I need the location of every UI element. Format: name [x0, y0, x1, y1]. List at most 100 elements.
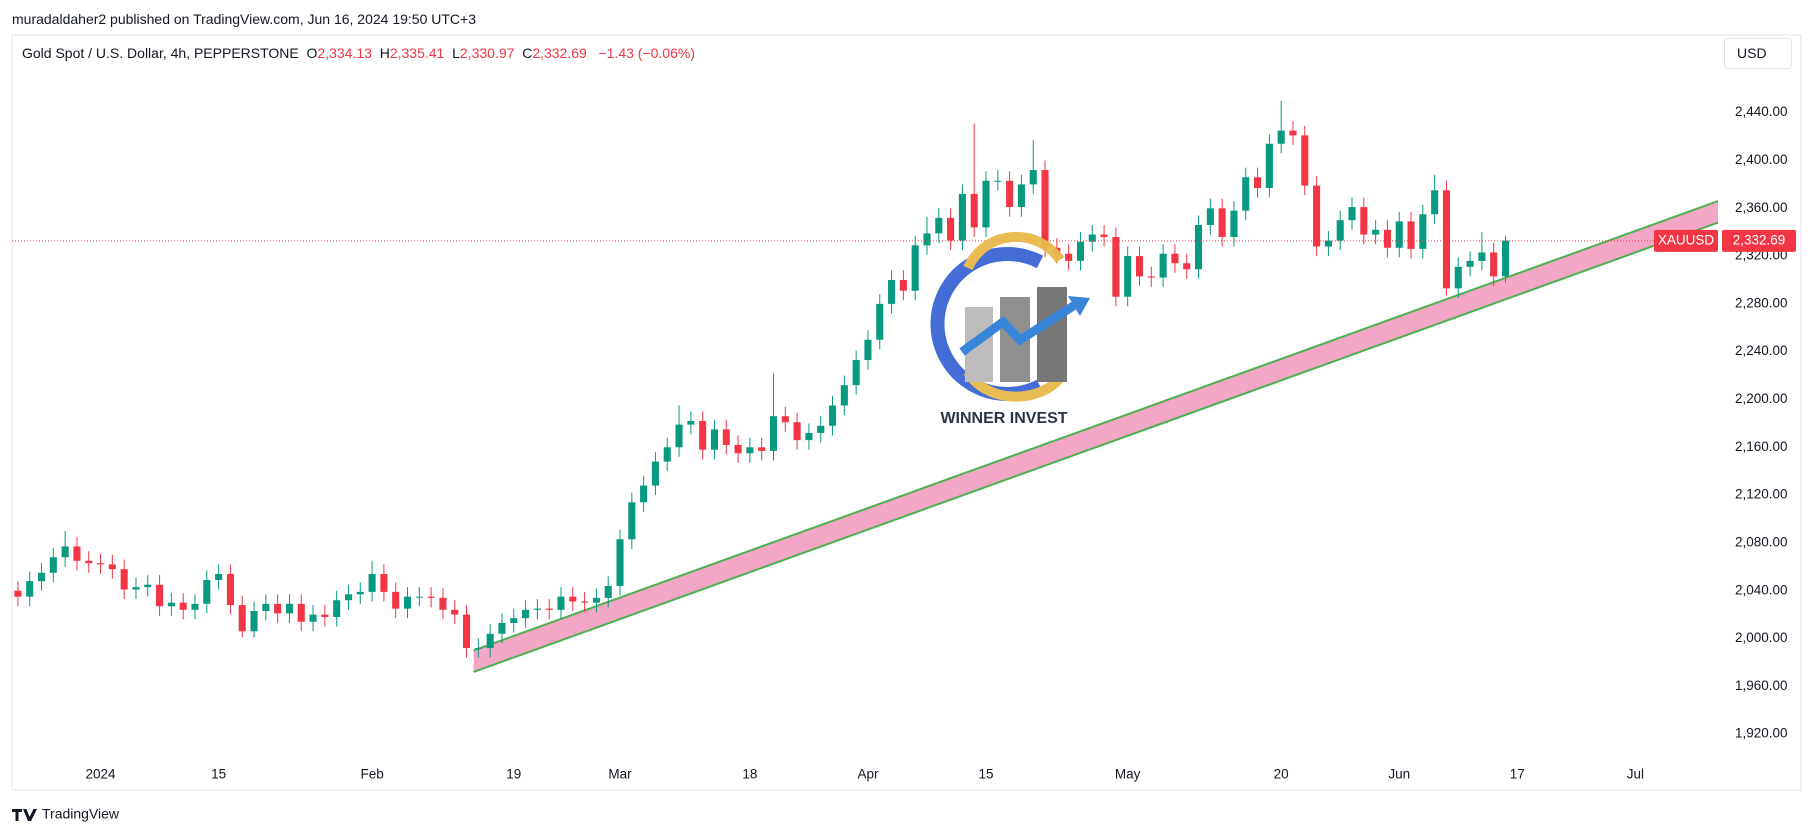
currency-button[interactable]: USD — [1724, 38, 1792, 69]
y-tick-label: 2,000.00 — [1735, 630, 1788, 645]
candle-body — [1490, 252, 1498, 277]
candle-body — [1289, 130, 1297, 136]
candle-body — [687, 420, 695, 425]
candle-body — [722, 429, 730, 445]
y-tick-label: 2,040.00 — [1735, 582, 1788, 597]
candle-body — [1324, 240, 1332, 247]
candle-body — [120, 569, 128, 590]
candle-body — [1124, 256, 1132, 297]
y-tick-label: 1,960.00 — [1735, 678, 1788, 693]
candle-body — [498, 622, 506, 634]
candle-body — [1419, 214, 1427, 249]
price-label: 2,332.69 — [1733, 232, 1786, 247]
y-tick-label: 2,440.00 — [1735, 104, 1788, 119]
candle-body — [1230, 210, 1238, 237]
candle-body — [1454, 266, 1462, 289]
ohlc-key: L — [452, 45, 460, 61]
price-badge — [1722, 229, 1796, 252]
candle-body — [852, 360, 860, 386]
watermark-logo: WINNER INVEST — [930, 231, 1090, 427]
candle-body — [947, 217, 955, 241]
x-tick-label: 15 — [211, 767, 226, 782]
candle-body — [392, 591, 400, 609]
candle-body — [828, 405, 837, 426]
x-tick-label: Feb — [360, 767, 383, 782]
candle-body — [899, 279, 907, 291]
candle-body — [215, 573, 223, 580]
candle-body — [1265, 143, 1273, 188]
candle-body — [604, 585, 612, 598]
candle-body — [1501, 240, 1510, 277]
candle-body — [545, 608, 553, 610]
x-tick-label: Mar — [608, 767, 632, 782]
candle-body — [734, 444, 742, 454]
candle-body — [569, 596, 577, 602]
candle-body — [486, 633, 494, 649]
x-tick-label: 17 — [1510, 767, 1525, 782]
candle-body — [85, 560, 93, 564]
candle-body — [1466, 260, 1474, 267]
candle-body — [61, 546, 69, 558]
candle-body — [1171, 253, 1179, 264]
symbol: Gold Spot / U.S. Dollar, 4h, PEPPERSTONE — [22, 45, 299, 61]
candle-body — [1395, 221, 1403, 248]
candle-body — [250, 611, 258, 632]
candle-body — [699, 420, 707, 450]
candle-body — [108, 564, 116, 570]
candle-body — [876, 303, 884, 340]
candle-body — [1006, 180, 1014, 208]
candle-body — [911, 245, 919, 291]
candle-body — [675, 424, 683, 448]
x-tick-label: Jun — [1388, 767, 1410, 782]
candle-body — [651, 461, 659, 486]
candle-body — [179, 602, 187, 610]
y-tick-label: 2,160.00 — [1735, 439, 1788, 454]
y-tick-label: 2,280.00 — [1735, 295, 1788, 310]
logo-arrow-head — [1068, 296, 1090, 316]
candle-body — [840, 385, 848, 406]
symbol-line: Gold Spot / U.S. Dollar, 4h, PEPPERSTONE… — [22, 45, 695, 61]
logo-arc — [963, 231, 1065, 271]
ohlc-value: 2,332.69 — [532, 45, 587, 61]
x-tick-label: 2024 — [86, 767, 117, 782]
candle-body — [1159, 253, 1167, 278]
candle-body — [415, 596, 423, 598]
candle-body — [344, 594, 353, 601]
candle-body — [1041, 170, 1049, 248]
candle-body — [167, 602, 175, 607]
candle-body — [1218, 208, 1226, 237]
ohlc-key: H — [379, 45, 390, 61]
candle-body — [888, 279, 896, 304]
channel-line — [473, 221, 1718, 673]
candle-body — [1017, 184, 1025, 208]
candle-body — [805, 432, 813, 441]
candle-body — [132, 587, 140, 590]
candle-body — [203, 579, 211, 604]
candle-body — [37, 572, 46, 582]
candle-body — [238, 605, 246, 632]
candle-body — [616, 539, 624, 586]
candle-body — [1431, 190, 1439, 215]
candle-body — [191, 603, 199, 610]
y-tick-label: 1,920.00 — [1735, 726, 1788, 741]
candle-body — [427, 596, 435, 598]
symbol-badge — [1654, 229, 1718, 252]
candle-body — [321, 614, 329, 617]
candle-body — [49, 557, 57, 573]
candle-body — [14, 590, 22, 597]
candle-body — [1135, 256, 1144, 277]
candle-body — [380, 573, 388, 592]
candle-body — [1407, 221, 1415, 249]
candle-body — [144, 584, 152, 588]
candle-body — [1065, 253, 1073, 261]
candle-body — [557, 596, 565, 610]
candle-body — [1100, 234, 1108, 237]
candle-body — [640, 485, 648, 503]
candle-body — [297, 603, 305, 622]
candle-body — [1301, 135, 1309, 186]
ohlc-value: 2,334.13 — [317, 45, 372, 61]
candle-body — [309, 614, 317, 622]
published-line: muradaldaher2 published on TradingView.c… — [12, 11, 476, 27]
